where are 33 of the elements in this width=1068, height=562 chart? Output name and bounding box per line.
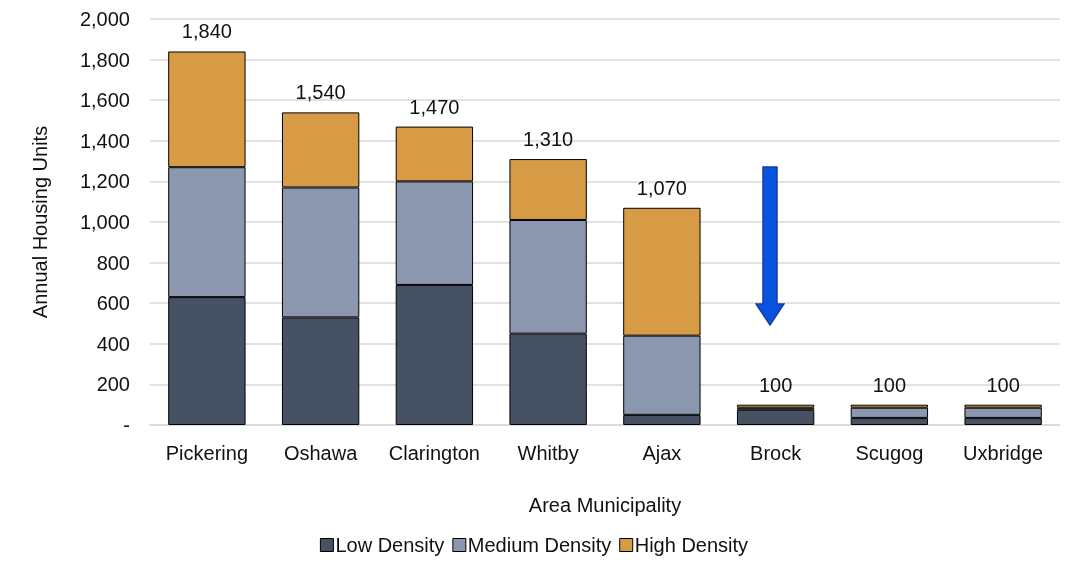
y-axis-title: Annual Housing Units	[29, 125, 51, 319]
total-label: 100	[872, 373, 907, 396]
x-tick-label: Whitby	[517, 442, 579, 464]
bar	[736, 409, 815, 425]
x-tick-label: Clarington	[388, 442, 480, 464]
y-tick-label: 1,600	[79, 89, 130, 112]
x-axis-title: Area Municipality	[528, 494, 682, 516]
y-tick-label: 200	[96, 373, 130, 396]
total-label: 1,540	[295, 81, 346, 104]
total-label: 1,310	[523, 128, 574, 151]
legend-label: High Density	[634, 534, 749, 556]
y-tick-label: 1,400	[79, 129, 130, 152]
total-label: 1,070	[636, 176, 687, 199]
total-label: 1,840	[181, 20, 232, 43]
total-label: 100	[986, 373, 1020, 396]
x-tick-label: Uxbridge	[963, 442, 1044, 464]
x-tick-label: Pickering	[165, 442, 249, 464]
y-tick-label: 800	[96, 251, 130, 274]
y-tick-label: 1,800	[79, 48, 130, 71]
x-tick-label: Ajax	[642, 442, 682, 464]
legend-label: Low Density	[335, 534, 445, 556]
x-tick-label: Oshawa	[283, 442, 359, 464]
y-tick-label: 400	[96, 332, 130, 355]
y-tick-label: 2,000	[79, 8, 130, 30]
legend-label: Medium Density	[467, 534, 612, 556]
total-label: 1,470	[409, 95, 460, 118]
y-tick-label: 1,000	[79, 211, 130, 233]
y-tick-label: 600	[96, 292, 130, 315]
y-tick-label: -	[123, 414, 130, 436]
x-tick-label: Brock	[750, 442, 803, 464]
x-tick-label: Scugog	[855, 442, 924, 464]
total-label: 100	[758, 373, 793, 396]
y-tick-label: 1,200	[79, 170, 130, 193]
